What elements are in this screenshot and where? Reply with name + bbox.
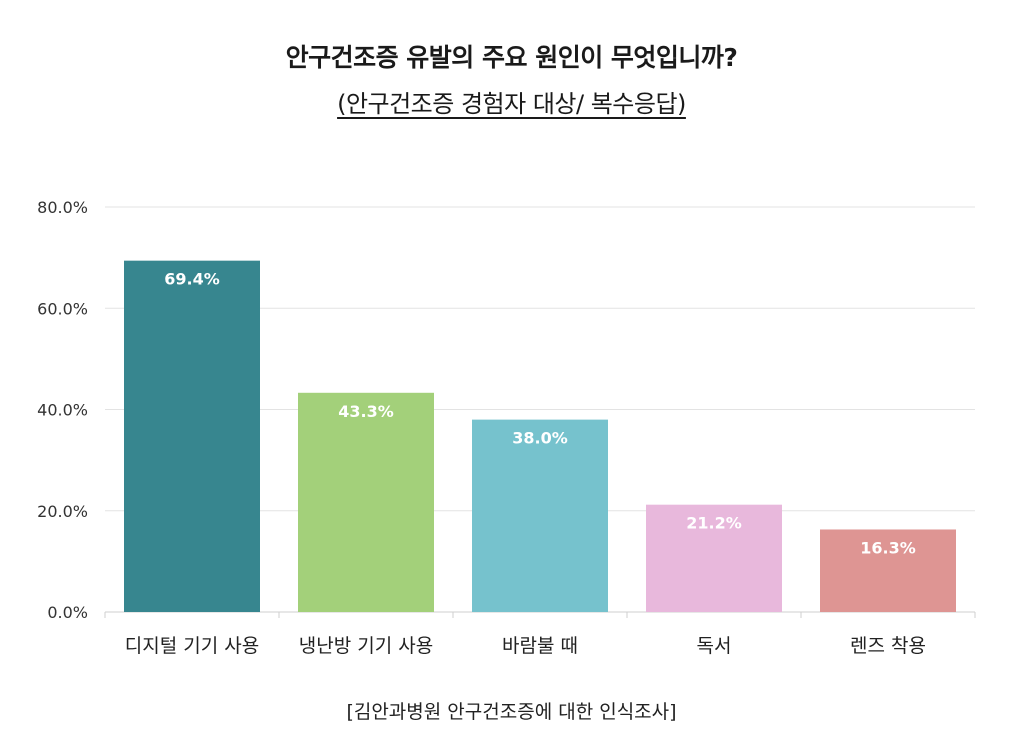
y-tick-label: 0.0%	[47, 603, 88, 622]
y-tick-label: 40.0%	[37, 401, 88, 420]
data-label: 43.3%	[338, 402, 394, 421]
bar	[646, 504, 782, 612]
source-note: [김안과병원 안구건조증에 대한 인식조사]	[346, 701, 677, 723]
bar	[124, 260, 260, 612]
y-tick-label: 80.0%	[37, 198, 88, 217]
x-tick-label: 바람불 때	[502, 635, 578, 657]
data-label: 69.4%	[164, 270, 220, 289]
bar	[298, 392, 434, 612]
x-tick-label: 독서	[697, 635, 732, 657]
bar	[820, 529, 956, 612]
y-tick-label: 20.0%	[37, 502, 88, 521]
data-label: 21.2%	[686, 514, 742, 533]
chart-title: 안구건조증 유발의 주요 원인이 무엇입니까?	[285, 43, 738, 72]
x-tick-label: 냉난방 기기 사용	[299, 635, 433, 657]
x-tick-label: 디지털 기기 사용	[125, 635, 259, 657]
data-label: 16.3%	[860, 538, 916, 557]
chart-subtitle: (안구건조증 경험자 대상/ 복수응답)	[337, 90, 686, 118]
x-tick-label: 렌즈 착용	[850, 635, 926, 657]
bar	[472, 419, 608, 612]
y-tick-label: 60.0%	[37, 299, 88, 318]
data-label: 38.0%	[512, 429, 568, 448]
